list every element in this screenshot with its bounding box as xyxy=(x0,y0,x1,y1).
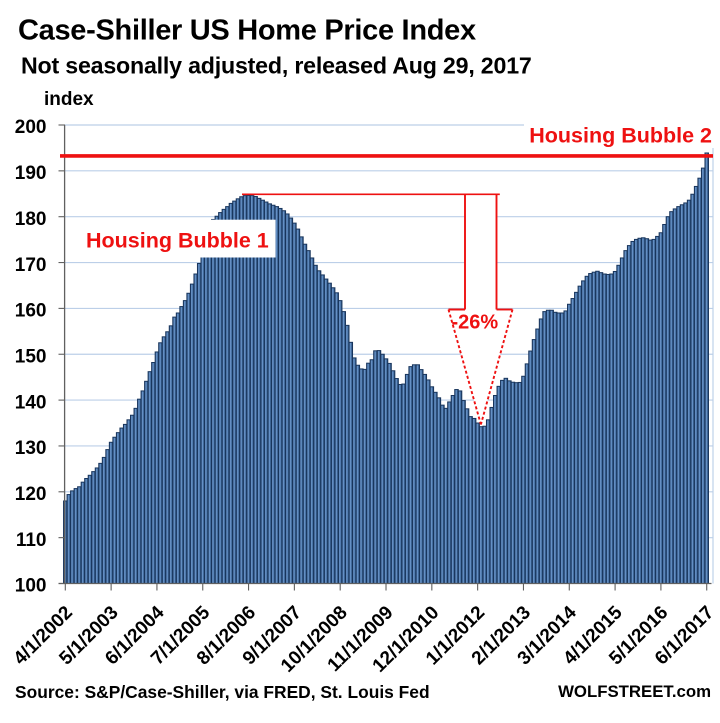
svg-text:180: 180 xyxy=(15,209,47,230)
svg-text:170: 170 xyxy=(15,255,47,276)
svg-text:Case-Shiller US Home Price Ind: Case-Shiller US Home Price Index xyxy=(18,15,476,47)
svg-text:Not seasonally adjusted, relea: Not seasonally adjusted, released Aug 29… xyxy=(21,53,532,79)
svg-text:120: 120 xyxy=(15,484,47,505)
svg-text:160: 160 xyxy=(15,301,47,322)
svg-text:150: 150 xyxy=(15,346,47,367)
svg-text:WOLFSTREET.com: WOLFSTREET.com xyxy=(558,682,711,701)
svg-text:Source: S&P/Case-Shiller, via: Source: S&P/Case-Shiller, via FRED, St. … xyxy=(15,682,430,702)
svg-text:190: 190 xyxy=(15,163,47,184)
svg-text:Housing Bubble 1: Housing Bubble 1 xyxy=(86,229,269,253)
svg-text:130: 130 xyxy=(15,438,47,459)
svg-text:index: index xyxy=(44,89,94,110)
svg-text:140: 140 xyxy=(15,392,47,413)
svg-text:100: 100 xyxy=(15,576,47,597)
svg-text:-26%: -26% xyxy=(452,312,499,334)
svg-text:110: 110 xyxy=(16,530,47,551)
svg-text:200: 200 xyxy=(15,117,47,138)
svg-text:Housing Bubble 2: Housing Bubble 2 xyxy=(529,124,712,148)
